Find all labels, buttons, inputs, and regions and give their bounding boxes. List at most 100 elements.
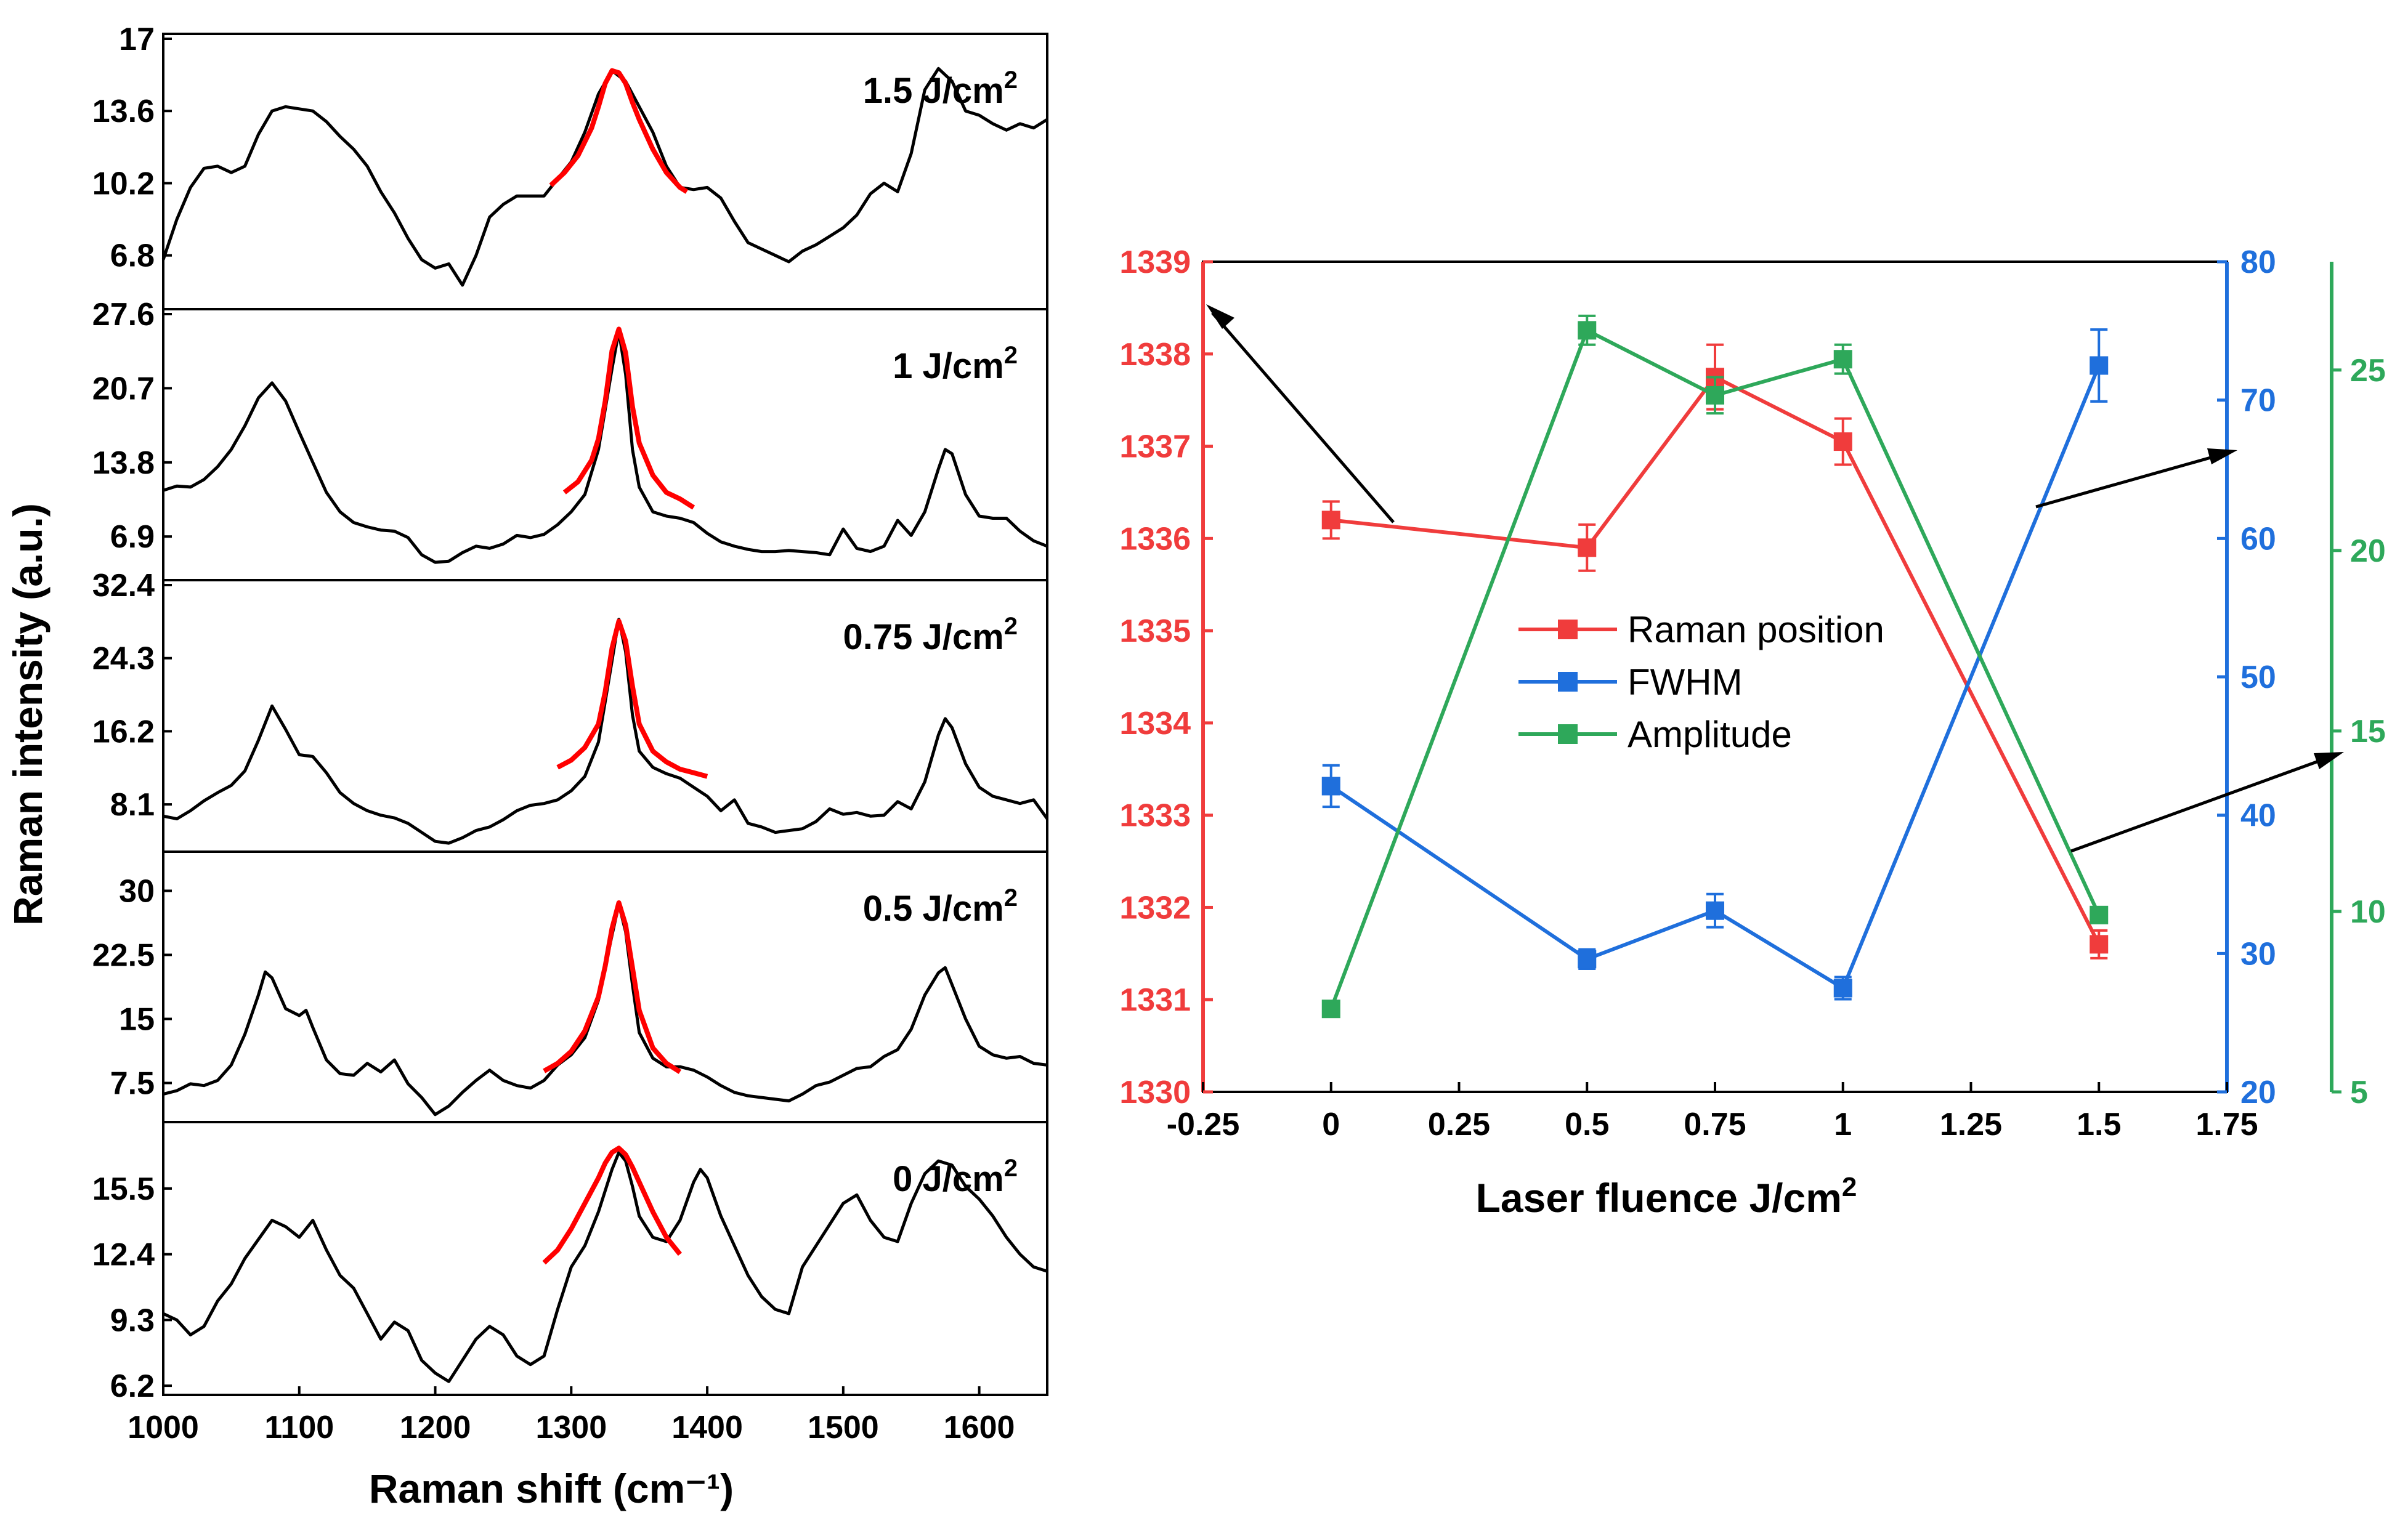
fwhm-tick-label: 20 — [2240, 1075, 2276, 1110]
spectrum-line — [162, 1150, 1048, 1383]
y-tick-label: 27.6 — [92, 297, 155, 333]
amplitude-tick-label: 25 — [2350, 353, 2386, 389]
x-tick-label: 1100 — [264, 1410, 334, 1445]
x-tick-label: 1500 — [808, 1410, 879, 1445]
y-tick-label: 12.4 — [92, 1237, 155, 1273]
fluence-label-superscript: 2 — [1004, 1155, 1018, 1182]
data-point — [1321, 511, 1340, 530]
y-tick-label: 8.1 — [110, 787, 155, 823]
lorentzian-fit-line — [543, 900, 682, 1074]
y-tick-label: 6.8 — [110, 238, 155, 274]
y-tick-label: 7.5 — [110, 1066, 155, 1102]
lorentzian-fit-line — [556, 618, 708, 779]
x-tick-label: 0.75 — [1684, 1107, 1746, 1142]
y-tick-label: 6.2 — [110, 1368, 155, 1404]
lorentzian-fit-line — [549, 68, 689, 194]
x-tick-label: 1000 — [128, 1410, 199, 1445]
fluence-label-superscript: 2 — [1004, 67, 1018, 94]
x-tick-label: 1.5 — [2077, 1107, 2121, 1142]
position-tick-label: 1337 — [1119, 429, 1191, 465]
arrow-to-amplitude-axis — [2070, 755, 2331, 853]
lorentzian-fit-line — [542, 1145, 683, 1265]
panel-frame — [162, 1121, 1048, 1396]
data-point — [1578, 538, 1597, 557]
data-point — [1706, 901, 1724, 920]
position-tick-label: 1338 — [1119, 337, 1191, 373]
position-tick-label: 1332 — [1119, 890, 1191, 926]
data-point — [1833, 432, 1852, 451]
y-tick-label: 22.5 — [92, 937, 155, 973]
x-tick-label: 1.75 — [2195, 1107, 2258, 1142]
fwhm-tick-label: 60 — [2240, 521, 2276, 557]
fluence-label-main: 0.5 J/cm — [863, 889, 1004, 929]
fluence-x-axis-title: Laser fluence J/cm2 — [1476, 1172, 1857, 1221]
position-tick-label: 1335 — [1119, 613, 1191, 649]
y-tick-label: 15 — [119, 1002, 155, 1038]
amplitude-tick-label: 20 — [2350, 533, 2386, 569]
y-tick-label: 13.6 — [92, 94, 155, 129]
right-chart-axes: -0.25 0 0.25 0.5 0.75 1 1.25 1.5 1.75 1339 1338 133… — [1119, 244, 2386, 1142]
legend-marker — [1558, 724, 1578, 744]
data-point — [2090, 356, 2109, 375]
y-tick-label: 15.5 — [92, 1171, 155, 1207]
fluence-label-main: 0.75 J/cm — [843, 617, 1004, 657]
data-point — [2090, 905, 2109, 924]
amplitude-tick-label: 15 — [2350, 714, 2386, 749]
fluence-label: 0.5 J/cm2 — [863, 884, 1018, 929]
legend-marker — [1558, 620, 1578, 639]
legend-item-raman-position: Raman position — [1518, 609, 1884, 650]
legend-label: FWHM — [1628, 661, 1743, 703]
series-fwhm — [1321, 328, 2109, 1001]
data-point — [1321, 777, 1340, 796]
amplitude-tick-label: 10 — [2350, 894, 2386, 930]
annotation-arrows — [1206, 304, 2344, 853]
spectrum-panel: 15.5 12.4 9.3 6.2 0 J/cm2 — [92, 1121, 1048, 1404]
data-point — [1578, 950, 1597, 969]
arrow-to-fwhm-axis — [2035, 452, 2224, 509]
spectra-x-ticks: 1000 1100 1200 1300 1400 1500 1600 — [128, 1386, 1015, 1445]
y-tick-label: 6.9 — [110, 519, 155, 555]
y-tick-label: 30 — [119, 873, 155, 909]
x-tick-label: 1200 — [400, 1410, 471, 1445]
data-point — [1321, 1000, 1340, 1019]
legend-label: Raman position — [1628, 609, 1884, 650]
fluence-label-main: 1.5 J/cm — [863, 71, 1004, 111]
fwhm-tick-label: 40 — [2240, 798, 2276, 834]
x-title-superscript: 2 — [1842, 1172, 1857, 1202]
y-tick-label: 10.2 — [92, 166, 155, 201]
position-tick-label: 1330 — [1119, 1075, 1191, 1110]
legend-label: Amplitude — [1628, 714, 1792, 755]
fluence-label-superscript: 2 — [1004, 613, 1018, 640]
x-tick-label: 1600 — [944, 1410, 1015, 1445]
fluence-label-superscript: 2 — [1004, 884, 1018, 911]
data-point — [1833, 979, 1852, 998]
position-tick-label: 1336 — [1119, 521, 1191, 557]
y-tick-label: 20.7 — [92, 371, 155, 406]
position-tick-label: 1333 — [1119, 798, 1191, 834]
x-tick-label: 0 — [1322, 1107, 1340, 1142]
arrow-to-position-axis — [1211, 312, 1395, 523]
fluence-label: 1 J/cm2 — [893, 342, 1018, 386]
arrowhead-amplitude — [2314, 752, 2344, 769]
x-tick-label: 0.5 — [1565, 1107, 1609, 1142]
fluence-parameters-chart: -0.25 0 0.25 0.5 0.75 1 1.25 1.5 1.75 1339 1338 133… — [1119, 244, 2386, 1221]
position-tick-label: 1331 — [1119, 982, 1191, 1018]
data-point — [1578, 321, 1597, 340]
x-tick-label: -0.25 — [1167, 1107, 1240, 1142]
fluence-label: 0 J/cm2 — [893, 1155, 1018, 1199]
fluence-label: 0.75 J/cm2 — [843, 613, 1018, 657]
legend: Raman position FWHM Amplitude — [1518, 609, 1884, 755]
fluence-label-main: 0 J/cm — [893, 1159, 1004, 1199]
spectrum-panel: 17 13.6 10.2 6.8 1.5 J/cm2 — [92, 22, 1048, 310]
arrowhead-fwhm — [2207, 448, 2237, 464]
position-tick-label: 1339 — [1119, 244, 1191, 280]
y-tick-label: 24.3 — [92, 641, 155, 677]
data-point — [1706, 386, 1724, 405]
amplitude-tick-label: 5 — [2350, 1075, 2368, 1110]
fluence-label-superscript: 2 — [1004, 342, 1018, 369]
y-tick-label: 9.3 — [110, 1303, 155, 1338]
fwhm-tick-label: 80 — [2240, 244, 2276, 280]
x-tick-label: 1400 — [671, 1410, 743, 1445]
